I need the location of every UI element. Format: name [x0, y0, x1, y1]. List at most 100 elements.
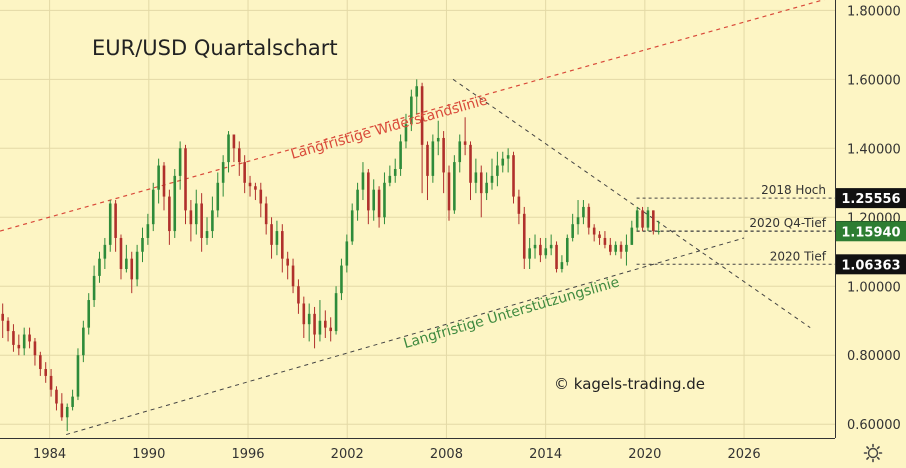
price-box-value: 1.25556: [841, 192, 900, 207]
candle-body: [313, 313, 316, 335]
x-tick-label: 2026: [728, 447, 761, 462]
candle-body: [237, 148, 241, 163]
candle-body: [463, 141, 467, 145]
y-axis: 0.600000.800001.000001.200001.400001.600…: [835, 0, 901, 438]
candle-body: [173, 175, 177, 232]
candle-body: [506, 155, 510, 159]
candle-body: [71, 396, 74, 407]
candle-body: [146, 224, 150, 238]
candle-body: [496, 165, 499, 176]
candle-body: [555, 244, 558, 270]
candle-body: [259, 189, 263, 204]
candle-body: [162, 165, 166, 197]
candle-body: [393, 168, 397, 176]
candle-body: [12, 331, 15, 345]
x-tick-label: 2014: [529, 447, 562, 462]
candle-body: [603, 237, 607, 245]
price-box: [836, 188, 906, 209]
candle-body: [420, 86, 424, 145]
candle-body: [350, 210, 354, 242]
candle-body: [410, 96, 413, 125]
candle-body: [652, 210, 655, 232]
candle-body: [65, 406, 69, 418]
candle-body: [453, 162, 456, 211]
candle-body: [571, 224, 574, 238]
x-tick-label: 2008: [430, 447, 463, 462]
candle-body: [522, 213, 526, 259]
candle-body: [205, 231, 209, 238]
candle-body: [49, 375, 53, 390]
candle-body: [372, 189, 376, 211]
candle-body: [243, 162, 246, 183]
candle-body: [474, 172, 478, 183]
candle-body: [549, 244, 553, 249]
x-tick-label: 2020: [628, 447, 661, 462]
candle-body: [92, 275, 96, 301]
candle-body: [340, 265, 343, 294]
candle-body: [361, 172, 365, 190]
grid-lines: [0, 0, 835, 438]
y-tick-label: 1.40000: [847, 142, 901, 157]
candle-body: [211, 210, 214, 232]
candle-body: [108, 203, 112, 245]
candle-body: [114, 203, 117, 238]
candle-body: [592, 227, 596, 235]
candle-body: [442, 137, 445, 173]
candle-body: [22, 334, 26, 349]
candle-body: [485, 182, 488, 194]
candle-body: [248, 182, 252, 187]
candle-body: [404, 124, 408, 142]
candle-body: [151, 189, 155, 225]
candle-body: [431, 141, 435, 176]
y-tick-label: 1.80000: [847, 4, 901, 19]
candle-body: [426, 144, 429, 176]
candle-body: [221, 162, 225, 183]
candle-body: [415, 86, 419, 97]
candle-body: [657, 231, 660, 233]
candlestick-series: [1, 79, 660, 432]
settings-gear-icon[interactable]: [863, 443, 883, 463]
candle-body: [388, 175, 392, 183]
candle-body: [135, 251, 139, 280]
candle-body: [576, 217, 580, 225]
candle-body: [184, 148, 187, 211]
candle-body: [28, 334, 31, 342]
candle-body: [345, 241, 349, 266]
level-label: 2020 Q4-Tief: [749, 216, 826, 230]
candle-body: [232, 134, 236, 149]
candle-body: [125, 258, 128, 270]
price-box: [836, 221, 906, 242]
candle-body: [264, 203, 268, 225]
candle-body: [377, 189, 381, 218]
candle-body: [565, 237, 569, 263]
candle-body: [39, 355, 42, 370]
candle-body: [324, 320, 327, 328]
candle-body: [614, 244, 617, 252]
candle-body: [98, 258, 101, 276]
candle-body: [270, 224, 273, 245]
candle-body: [87, 300, 91, 328]
candle-body: [302, 303, 306, 325]
price-box-value: 1.06363: [841, 258, 900, 273]
copyright-notice: © kagels-trading.de: [554, 375, 705, 393]
candle-body: [539, 244, 542, 256]
y-tick-label: 1.00000: [847, 280, 901, 295]
candle-body: [528, 248, 531, 259]
candle-body: [254, 186, 257, 190]
candle-body: [544, 248, 548, 256]
candle-body: [479, 172, 483, 194]
candle-body: [76, 355, 80, 397]
candle-body: [103, 244, 107, 259]
price-box-value: 1.15940: [841, 225, 900, 240]
candle-body: [630, 227, 634, 245]
candle-body: [307, 313, 311, 325]
candle-body: [490, 175, 494, 183]
candle-body: [501, 158, 505, 166]
level-lines: 2018 Hoch 2020 Q4-Tief 2020 Tief: [636, 183, 835, 265]
downtrend-line: [452, 78, 811, 329]
candle-body: [194, 203, 198, 225]
candle-body: [383, 182, 386, 218]
candle-body: [619, 244, 623, 252]
